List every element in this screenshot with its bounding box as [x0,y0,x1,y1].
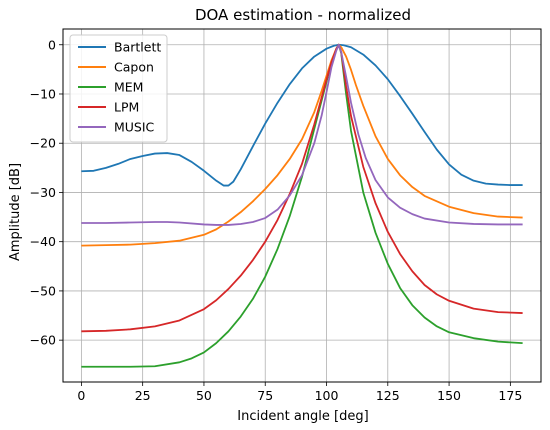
x-tick-label: 25 [135,388,151,403]
y-tick-label: −20 [30,136,56,151]
y-tick-label: −30 [30,185,56,200]
x-tick-label: 125 [376,388,400,403]
series-line-music [81,43,523,226]
x-tick-label: 0 [77,388,85,403]
legend-label: MUSIC [114,120,155,135]
x-axis-ticks: 0 25 50 75 100 125 150 175 [77,382,522,403]
x-tick-label: 75 [257,388,273,403]
legend-label: MEM [114,80,143,95]
y-axis-label: Amplitude [dB] [8,163,23,261]
legend: Bartlett Capon MEM LPM MUSIC [69,34,168,143]
legend-box [69,34,168,143]
grid-lines [63,29,541,382]
y-tick-label: 0 [48,37,56,52]
series-line-lpm [81,43,523,333]
x-tick-label: 50 [196,388,212,403]
chart-title: DOA estimation - normalized [195,6,411,24]
y-tick-label: −50 [30,283,56,298]
x-axis-label: Incident angle [deg] [237,409,368,424]
y-tick-label: −60 [30,333,56,348]
legend-label: LPM [114,100,139,115]
x-tick-label: 150 [437,388,461,403]
series-lines [81,43,523,368]
y-tick-label: −10 [30,86,56,101]
y-tick-label: −40 [30,234,56,249]
series-line-bartlett [81,43,523,187]
legend-label: Capon [114,60,154,75]
x-tick-label: 175 [498,388,522,403]
plot-area-frame [62,28,542,383]
legend-label: Bartlett [114,40,161,55]
y-axis-ticks: 0 −10 −20 −30 −40 −50 −60 [30,37,63,348]
x-tick-label: 100 [315,388,339,403]
